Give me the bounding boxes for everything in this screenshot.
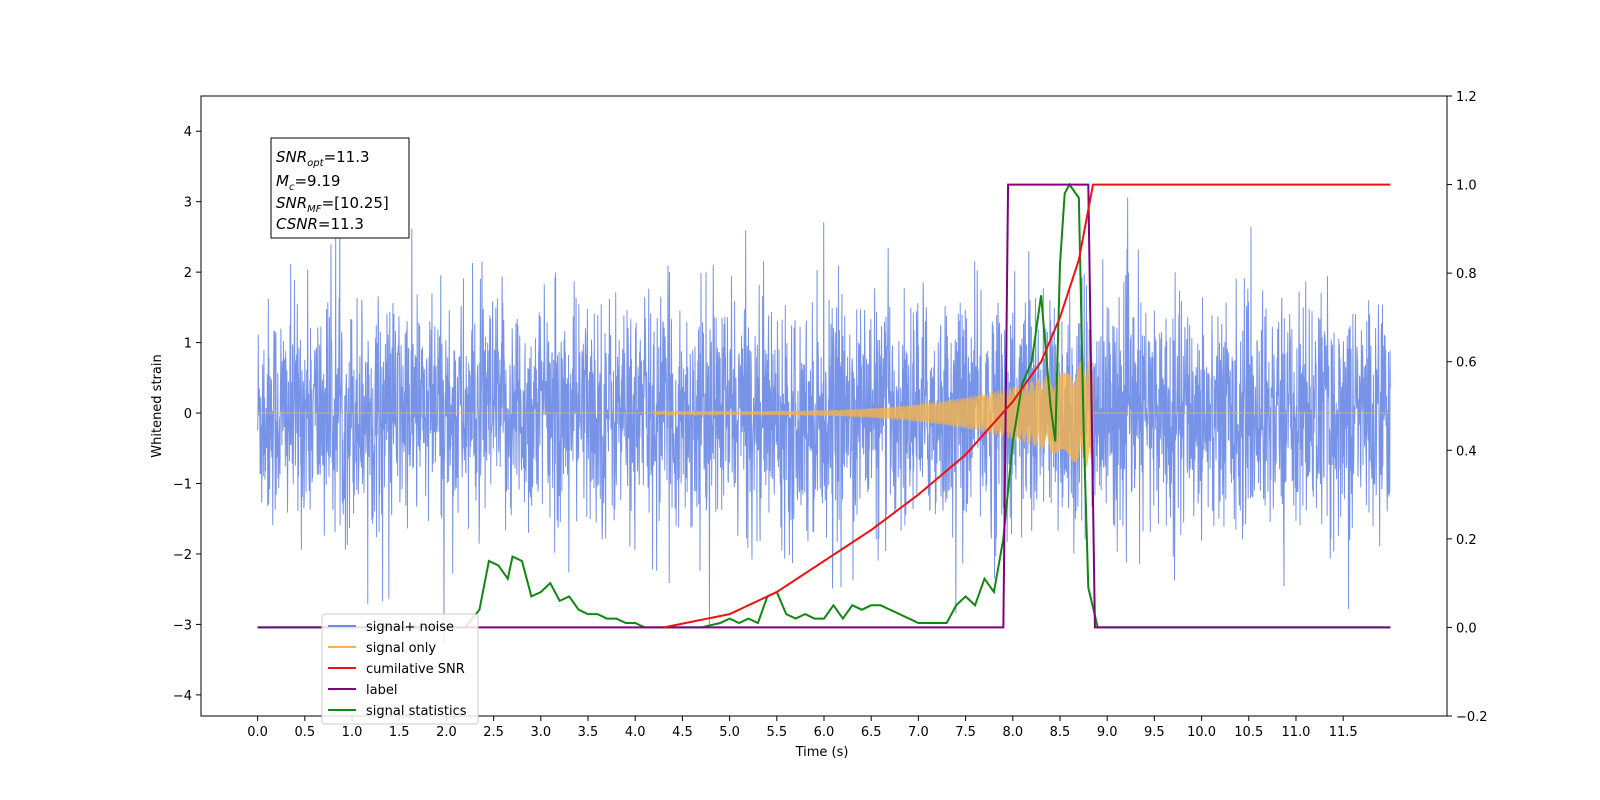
- series-layer: [257, 182, 1391, 644]
- series-label: [257, 183, 1391, 629]
- y-tick-label: 4: [184, 125, 192, 140]
- annotation-mc: Mc=9.19: [276, 172, 340, 193]
- x-tick-label: 8.0: [1002, 725, 1023, 740]
- y2-tick-label: 0.0: [1456, 621, 1477, 636]
- legend-label-noise: signal+ noise: [366, 620, 454, 635]
- annotation-snr-opt: SNRopt=11.3: [276, 148, 370, 169]
- y2-tick-label: −0.2: [1456, 710, 1488, 725]
- annotation-csnr: CSNR=11.3: [276, 215, 364, 233]
- x-tick-label: 5.5: [766, 725, 787, 740]
- series-cumulative-snr: [663, 183, 1391, 629]
- legend-label-signal: signal only: [366, 641, 436, 656]
- x-tick-label: 6.0: [814, 725, 835, 740]
- y-tick-label: 2: [184, 266, 192, 281]
- x-tick-label: 0.0: [247, 725, 268, 740]
- x-tick-label: 2.0: [436, 725, 457, 740]
- series-signal-statistics: [257, 182, 1391, 629]
- legend-label-stats: signal statistics: [366, 704, 467, 719]
- x-tick-label: 6.5: [861, 725, 882, 740]
- y2-tick-label: 1.2: [1456, 90, 1477, 105]
- x-tick-label: 3.5: [578, 725, 599, 740]
- y-tick-label: 0: [184, 407, 192, 422]
- x-tick-label: 3.0: [530, 725, 551, 740]
- x-tick-label: 1.5: [389, 725, 410, 740]
- legend: signal+ noise signal only cumilative SNR…: [321, 613, 479, 725]
- x-tick-label: 8.5: [1050, 725, 1071, 740]
- y-tick-label: −1: [173, 478, 192, 493]
- y2-tick-label: 0.4: [1456, 444, 1477, 459]
- x-tick-label: 4.5: [672, 725, 693, 740]
- x-tick-label: 5.0: [719, 725, 740, 740]
- x-tick-label: 0.5: [294, 725, 315, 740]
- x-tick-label: 1.0: [342, 725, 363, 740]
- x-tick-label: 2.5: [483, 725, 504, 740]
- legend-label-label: label: [366, 683, 397, 698]
- annotation-box: SNRopt=11.3 Mc=9.19 SNRMF=[10.25] CSNR=1…: [270, 137, 410, 239]
- y2-tick-label: 0.6: [1456, 356, 1477, 371]
- x-tick-label: 11.0: [1281, 725, 1310, 740]
- x-tick-label: 9.5: [1144, 725, 1165, 740]
- annotation-snr-mf: SNRMF=[10.25]: [276, 194, 389, 215]
- series-signal-only: [257, 356, 1391, 471]
- x-axis-label: Time (s): [795, 745, 849, 760]
- y-tick-label: −2: [173, 548, 192, 563]
- y2-tick-label: 0.8: [1456, 267, 1477, 282]
- x-tick-label: 10.5: [1234, 725, 1263, 740]
- annotation-frame: [270, 137, 410, 239]
- y-tick-label: 3: [184, 196, 192, 211]
- y-axis-right: 1.2 1.0 0.8 0.6 0.4 0.2 0.0 −0.2: [1447, 90, 1488, 725]
- y-tick-label: −4: [173, 689, 192, 704]
- x-tick-label: 9.0: [1097, 725, 1118, 740]
- x-tick-label: 7.5: [955, 725, 976, 740]
- y-tick-label: −3: [173, 618, 192, 633]
- y-axis-left: 4 3 2 1 0 −1 −2 −3 −4: [173, 125, 201, 704]
- x-tick-label: 4.0: [625, 725, 646, 740]
- y2-tick-label: 0.2: [1456, 533, 1477, 548]
- x-axis: 0.0 0.5 1.0 1.5 2.0 2.5 3.0 3.5 4.0 4.5 5.0 5.5 6.0 6…: [247, 716, 1358, 740]
- y-axis-label: Whitened strain: [150, 354, 165, 457]
- y2-tick-label: 1.0: [1456, 179, 1477, 194]
- x-tick-label: 7.0: [908, 725, 929, 740]
- legend-frame: [321, 613, 479, 725]
- x-tick-label: 11.5: [1329, 725, 1358, 740]
- y-tick-label: 1: [184, 337, 192, 352]
- legend-label-cumsnr: cumilative SNR: [366, 662, 465, 677]
- x-tick-label: 10.0: [1187, 725, 1216, 740]
